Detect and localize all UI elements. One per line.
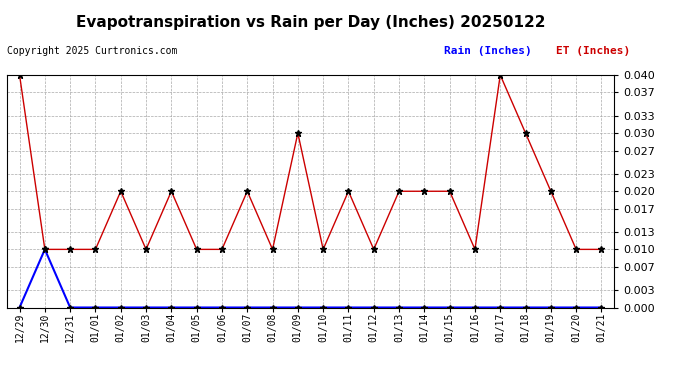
Text: Rain (Inches): Rain (Inches) [444,46,532,56]
Text: Copyright 2025 Curtronics.com: Copyright 2025 Curtronics.com [7,46,177,56]
Text: ET (Inches): ET (Inches) [556,46,631,56]
Text: Evapotranspiration vs Rain per Day (Inches) 20250122: Evapotranspiration vs Rain per Day (Inch… [76,15,545,30]
